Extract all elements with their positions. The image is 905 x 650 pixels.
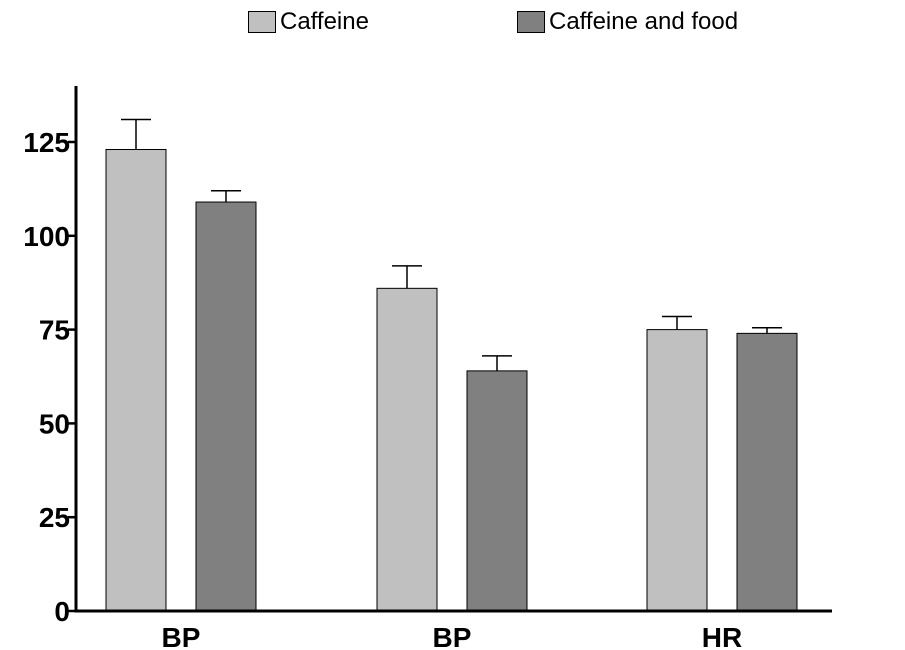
bar-2-1	[195, 201, 257, 612]
bar-2-2	[466, 370, 528, 612]
y-tick-label-100: 100	[23, 221, 70, 252]
legend-label-caffeine-and-food: Caffeine and food	[549, 8, 739, 35]
bar-1-2	[376, 287, 438, 612]
legend-swatch-caffeine-and-food	[517, 11, 545, 33]
x-tick-label-3: HR	[702, 622, 742, 650]
y-tick-label-75: 75	[39, 315, 70, 346]
x-tick-label-1: BP	[162, 622, 201, 650]
y-tick-label-25: 25	[39, 502, 70, 533]
bar-1-1	[105, 149, 167, 612]
y-tick-label-50: 50	[39, 408, 70, 439]
x-tick-label-2: BP	[433, 622, 472, 650]
legend-item-caffeine: Caffeine	[248, 8, 369, 36]
legend-swatch-caffeine	[248, 11, 276, 33]
y-tick-label-0: 0	[54, 596, 70, 627]
legend-item-caffeine-and-food: Caffeine and food	[517, 8, 738, 36]
bar-2-3	[736, 332, 798, 612]
y-tick-label-125: 125	[23, 127, 70, 158]
bar-1-3	[646, 329, 708, 612]
legend-label-caffeine: Caffeine	[280, 8, 369, 35]
